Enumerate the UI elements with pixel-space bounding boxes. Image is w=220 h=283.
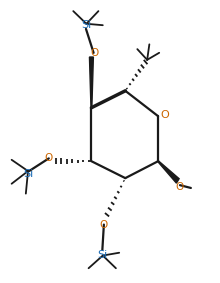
Text: Si: Si [98, 250, 108, 260]
Polygon shape [158, 161, 179, 183]
Text: O: O [175, 182, 184, 192]
Text: Si: Si [23, 169, 33, 179]
Polygon shape [90, 57, 93, 108]
Text: O: O [91, 48, 99, 58]
Text: O: O [44, 153, 53, 163]
Text: Si: Si [81, 20, 92, 31]
Text: O: O [160, 110, 169, 120]
Text: O: O [99, 220, 108, 230]
